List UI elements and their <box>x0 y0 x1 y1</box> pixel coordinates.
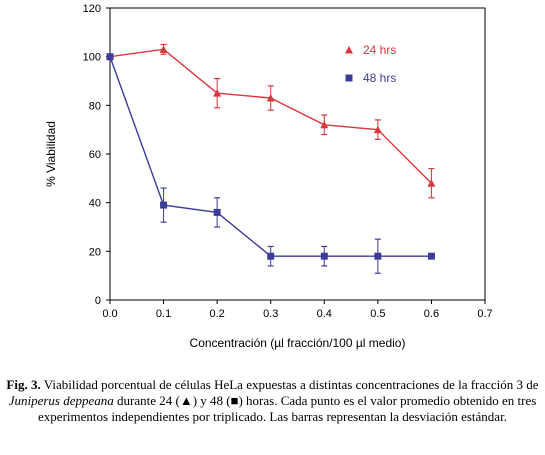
data-point-square <box>427 252 435 260</box>
legend-marker-square <box>345 74 353 82</box>
y-tick-label: 100 <box>83 52 101 64</box>
y-tick-label: 120 <box>83 3 101 15</box>
x-tick-label: 0.0 <box>102 308 117 320</box>
caption-text-2: durante 24 (▲) y 48 (■) horas. Cada punt… <box>38 393 537 424</box>
x-tick-label: 0.1 <box>156 308 171 320</box>
data-point-square <box>374 252 382 260</box>
figure-caption: Fig. 3. Viabilidad porcentual de células… <box>6 377 539 425</box>
caption-text-1: Viabilidad porcentual de células HeLa ex… <box>40 377 539 392</box>
x-tick-label: 0.2 <box>209 308 224 320</box>
data-point-square <box>106 53 114 61</box>
x-axis-label: Concentración (µl fracción/100 µl medio) <box>190 336 406 350</box>
x-tick-label: 0.5 <box>370 308 385 320</box>
data-point-triangle <box>266 94 275 102</box>
data-point-triangle <box>427 179 436 187</box>
data-markers <box>106 45 436 260</box>
series-line-1 <box>109 48 432 184</box>
legend-label: 24 hrs <box>363 43 396 57</box>
figure-label: Fig. 3. <box>6 377 41 392</box>
data-point-square <box>160 201 168 209</box>
y-tick-label: 40 <box>89 198 101 210</box>
y-tick-label: 60 <box>89 149 101 161</box>
y-tick-label: 80 <box>89 100 101 112</box>
x-tick-label: 0.7 <box>477 308 492 320</box>
data-point-square <box>320 252 328 260</box>
data-point-triangle <box>213 89 222 97</box>
data-point-square <box>213 208 221 216</box>
data-point-triangle <box>373 125 382 134</box>
line-chart: 0.0 0.1 0.2 0.3 0.4 0.5 0.6 0.7020406080100120 … <box>44 3 493 350</box>
y-tick-label: 0 <box>95 295 101 307</box>
data-point-triangle <box>320 120 329 129</box>
data-point-square <box>267 252 275 260</box>
data-point-triangle <box>159 45 168 53</box>
legend-label: 48 hrs <box>363 71 396 85</box>
species-name: Juniperus deppeana <box>8 393 114 408</box>
legend: 24 hrs 48 hrs <box>345 43 396 85</box>
y-axis-label: % Viabilidad <box>44 121 58 187</box>
x-tick-label: 0.6 <box>424 308 439 320</box>
y-tick-label: 20 <box>89 246 101 258</box>
x-tick-label: 0.4 <box>317 308 332 320</box>
legend-marker-triangle <box>345 46 353 54</box>
x-tick-label: 0.3 <box>263 308 278 320</box>
axes: 0.0 0.1 0.2 0.3 0.4 0.5 0.6 0.7 0 20 40 60 80 100 120 <box>83 3 493 320</box>
